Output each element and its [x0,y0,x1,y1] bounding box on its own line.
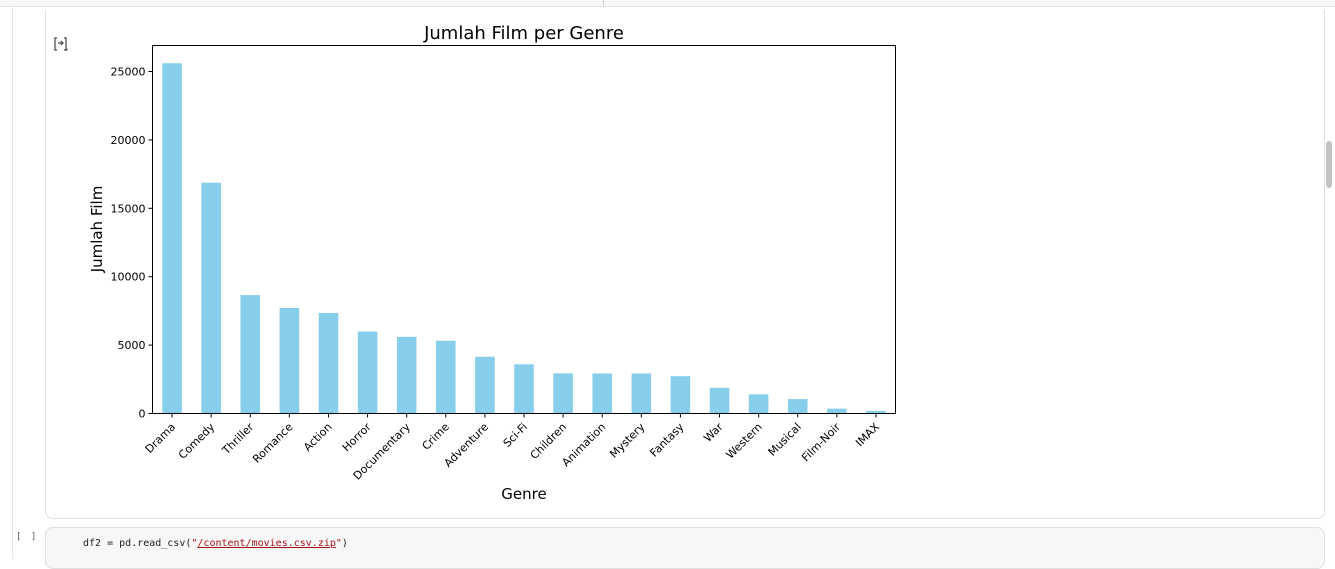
code-text: df2 = pd.read_csv( [83,538,192,549]
code-path-link[interactable]: /content/movies.csv.zip [197,538,336,549]
output-toggle-icon[interactable] [54,36,70,54]
cell-divider-tick [603,0,604,6]
code-cell[interactable]: df2 = pd.read_csv("/content/movies.csv.z… [45,527,1325,569]
previous-cell-edge [0,0,1335,7]
scrollbar-thumb[interactable] [1326,141,1332,188]
cell-output-area [45,10,1325,519]
code-text: ) [341,538,348,549]
code-quote: " [191,538,198,549]
cell-gutter-rule [12,6,13,559]
code-line[interactable]: df2 = pd.read_csv("/content/movies.csv.z… [83,538,348,549]
execution-count[interactable]: [ ] [16,532,39,542]
code-quote: " [335,538,342,549]
